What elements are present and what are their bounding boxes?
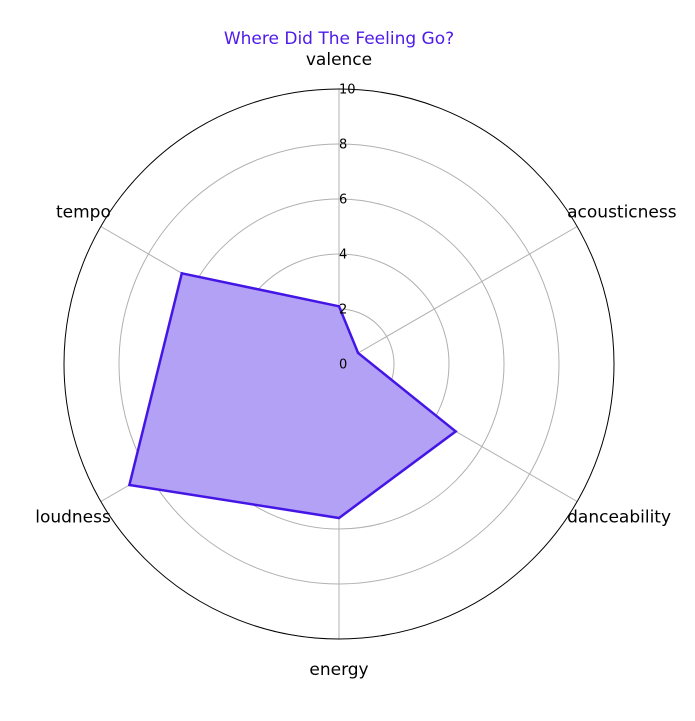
label-layer: 0 2 4 6 8 10 valence acousticness danceability en… — [35, 50, 677, 680]
r-tick-label: 0 — [339, 358, 347, 373]
r-tick-label: 6 — [339, 193, 347, 208]
data-point-loudness — [128, 483, 131, 487]
data-point-acousticness — [356, 351, 360, 355]
data-point-tempo — [180, 272, 184, 275]
axis-label-energy: energy — [309, 660, 368, 680]
outer-ring — [63, 88, 615, 640]
series-0-polygon — [127, 271, 458, 520]
axis-label-loudness: loudness — [35, 507, 111, 527]
spoke-acousticness — [338, 226, 578, 365]
axis-label-danceability: danceability — [567, 507, 671, 527]
series-layer — [127, 271, 458, 520]
axis-label-tempo: tempo — [56, 202, 111, 222]
data-point-valence — [337, 305, 341, 308]
chart-title: Where Did The Feeling Go? — [224, 29, 454, 49]
r-tick-label: 8 — [339, 138, 347, 153]
r-tick-label: 2 — [339, 303, 347, 318]
axis-label-valence: valence — [306, 50, 372, 70]
data-point-energy — [337, 516, 341, 520]
data-point-danceability — [454, 430, 457, 433]
r-tick-label: 10 — [339, 83, 356, 98]
axis-label-acousticness: acousticness — [567, 202, 677, 222]
r-tick-label: 4 — [339, 248, 347, 263]
grid-ring-8 — [118, 143, 560, 585]
